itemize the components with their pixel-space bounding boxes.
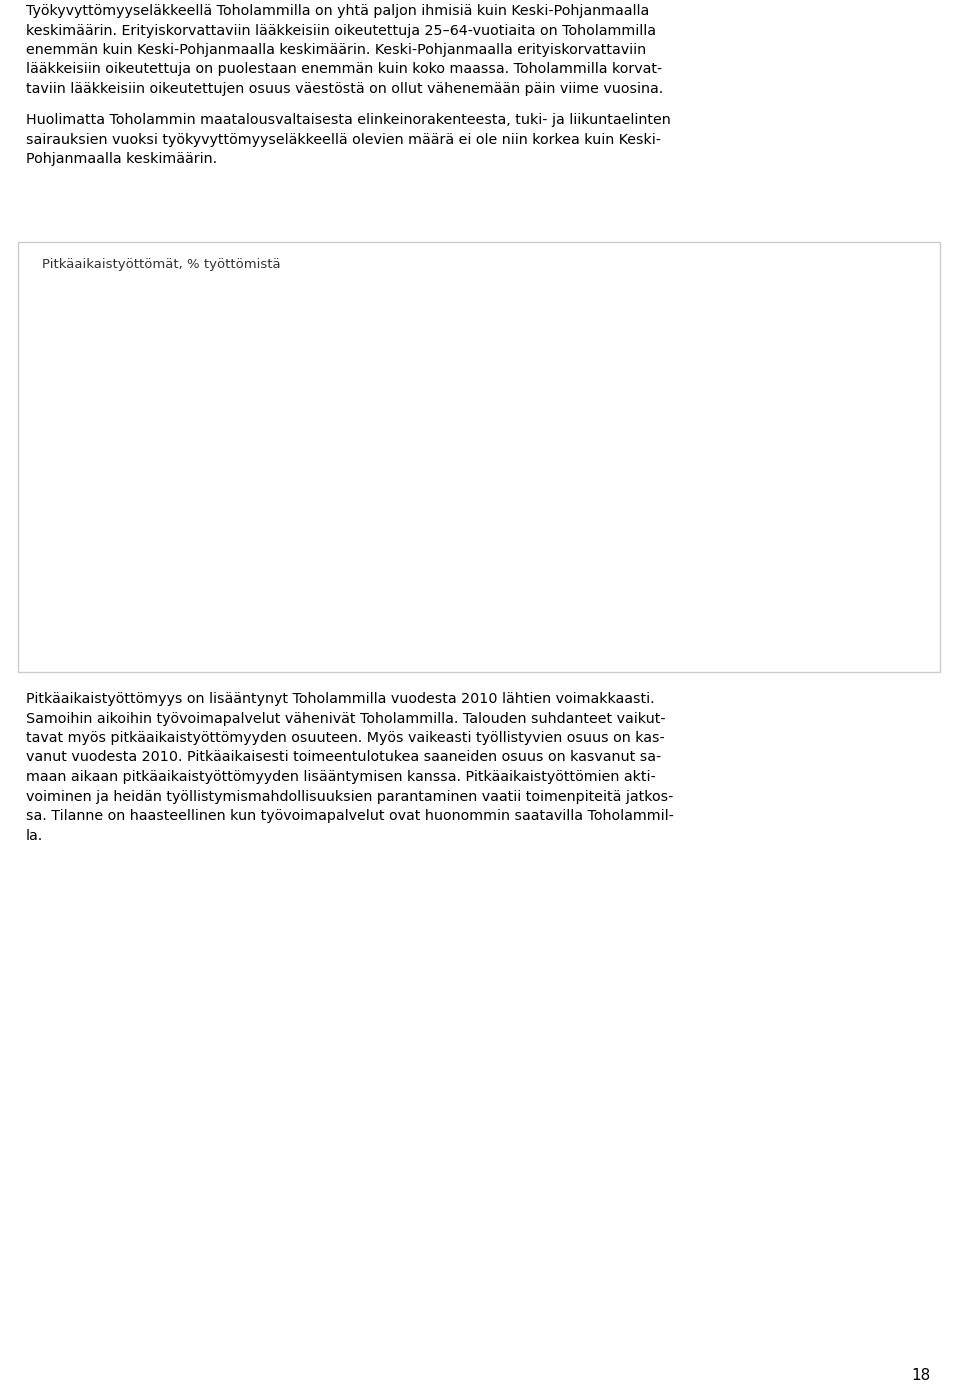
Text: Pitkäaikaistyöttömät, % työttömistä: Pitkäaikaistyöttömät, % työttömistä [42, 259, 280, 271]
Text: Pitkäaikaistyöttömyys on lisääntynyt Toholammilla vuodesta 2010 lähtien voimakka: Pitkäaikaistyöttömyys on lisääntynyt Toh… [26, 692, 655, 706]
Text: taviin lääkkeisiin oikeutettujen osuus väestöstä on ollut vähenemään päin viime : taviin lääkkeisiin oikeutettujen osuus v… [26, 82, 663, 96]
Text: sa. Tilanne on haasteellinen kun työvoimapalvelut ovat huonommin saatavilla Toho: sa. Tilanne on haasteellinen kun työvoim… [26, 809, 674, 823]
Text: voiminen ja heidän työllistymismahdollisuuksien parantaminen vaatii toimenpiteit: voiminen ja heidän työllistymismahdollis… [26, 790, 673, 803]
Text: keskimäärin. Erityiskorvattaviin lääkkeisiin oikeutettuja 25–64-vuotiaita on Toh: keskimäärin. Erityiskorvattaviin lääkkei… [26, 24, 656, 38]
Text: Samoihin aikoihin työvoimapalvelut vähenivät Toholammilla. Talouden suhdanteet v: Samoihin aikoihin työvoimapalvelut vähen… [26, 712, 665, 726]
Text: sairauksien vuoksi työkyvyttömyyseläkkeellä olevien määrä ei ole niin korkea kui: sairauksien vuoksi työkyvyttömyyseläkkee… [26, 132, 660, 147]
Text: vanut vuodesta 2010. Pitkäaikaisesti toimeentulotukea saaneiden osuus on kasvanu: vanut vuodesta 2010. Pitkäaikaisesti toi… [26, 751, 661, 764]
Text: tavat myös pitkäaikaistyöttömyyden osuuteen. Myös vaikeasti työllistyvien osuus : tavat myös pitkäaikaistyöttömyyden osuut… [26, 731, 664, 745]
Text: 18: 18 [911, 1368, 930, 1383]
Legend: Toholampi, Kannus, Kaustinen, Halsua, Veteli, Sievi, Koko maa, Keski-Pohjanmaa: Toholampi, Kannus, Kaustinen, Halsua, Ve… [821, 300, 938, 453]
Text: Huolimatta Toholammin maatalousvaltaisesta elinkeinorakenteesta, tuki- ja liikun: Huolimatta Toholammin maatalousvaltaises… [26, 113, 671, 128]
Text: maan aikaan pitkäaikaistyöttömyyden lisääntymisen kanssa. Pitkäaikaistyöttömien : maan aikaan pitkäaikaistyöttömyyden lisä… [26, 770, 656, 784]
Text: la.: la. [26, 828, 43, 842]
Text: lääkkeisiin oikeutettuja on puolestaan enemmän kuin koko maassa. Toholammilla ko: lääkkeisiin oikeutettuja on puolestaan e… [26, 63, 662, 76]
Text: Pohjanmaalla keskimäärin.: Pohjanmaalla keskimäärin. [26, 152, 217, 167]
Text: enemmän kuin Keski-Pohjanmaalla keskimäärin. Keski-Pohjanmaalla erityiskorvattav: enemmän kuin Keski-Pohjanmaalla keskimää… [26, 43, 646, 57]
Text: Työkyvyttömyyseläkkeellä Toholammilla on yhtä paljon ihmisiä kuin Keski-Pohjanma: Työkyvyttömyyseläkkeellä Toholammilla on… [26, 4, 649, 18]
